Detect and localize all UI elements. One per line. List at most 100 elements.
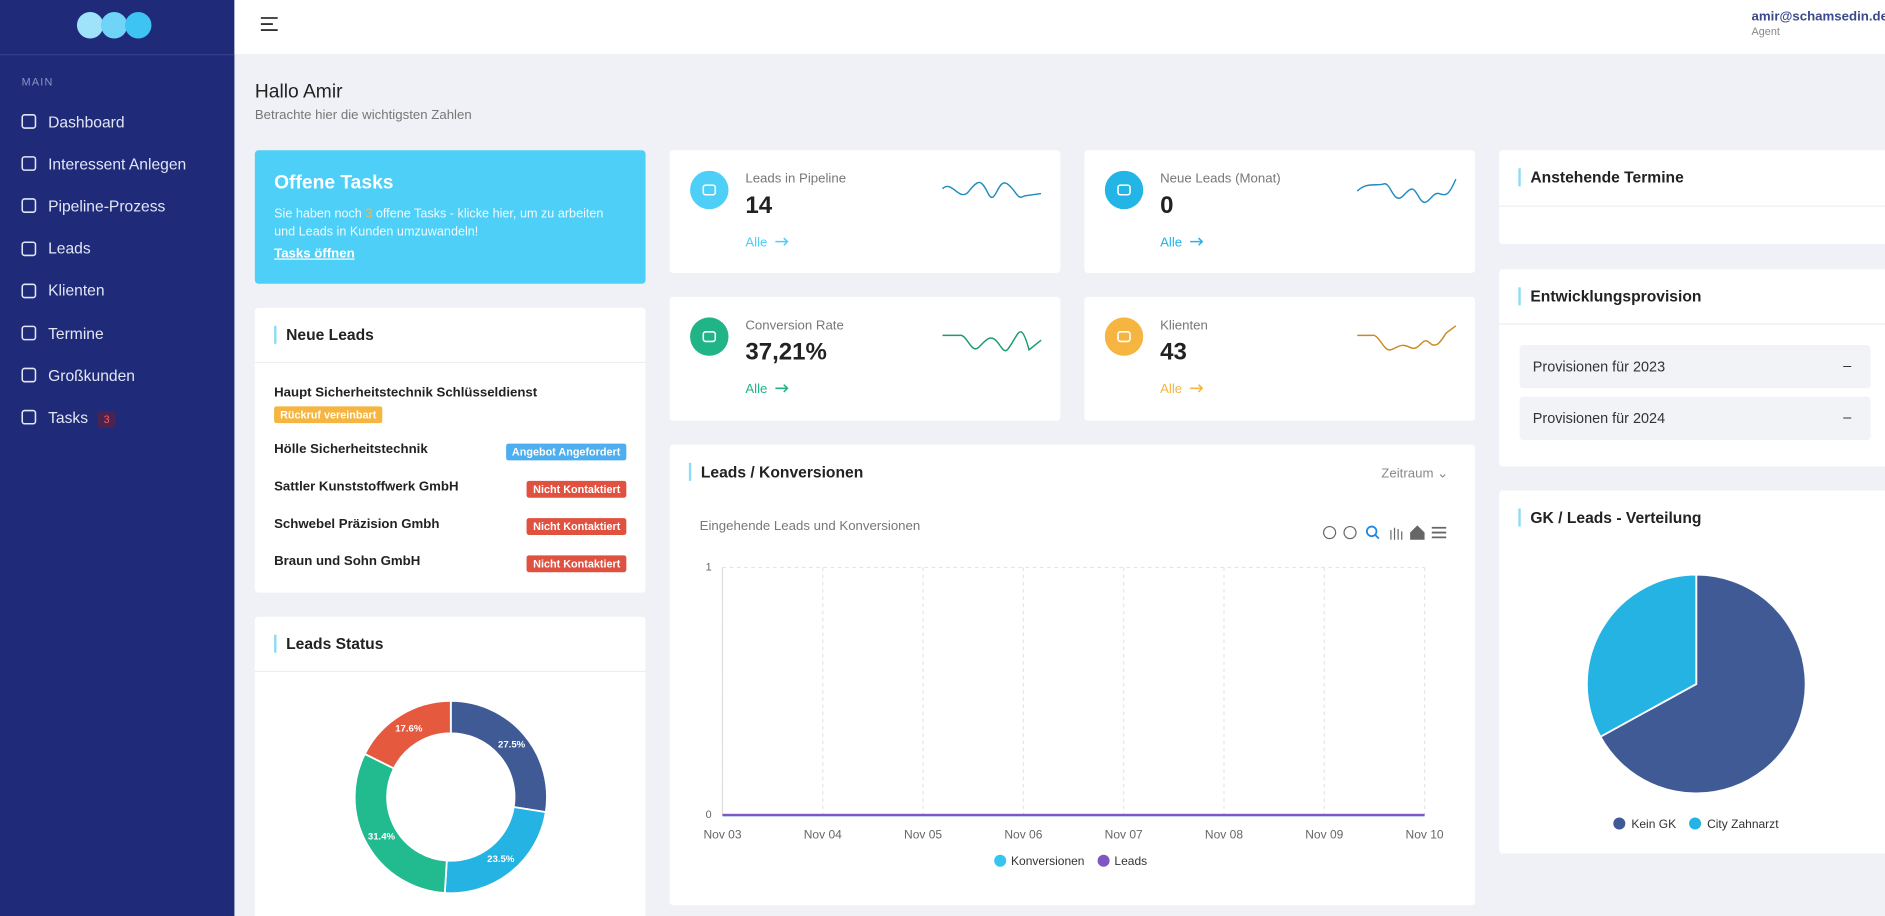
tasks-card[interactable]: Offene Tasks Sie haben noch 3 offene Tas… — [254, 150, 646, 284]
gk-card: GK / Leads - Verteilung — [1499, 490, 1885, 854]
menu-label: Großkunden — [48, 366, 135, 384]
lead-name[interactable]: Haupt Sicherheitstechnik Schlüsseldienst — [274, 385, 538, 401]
accordion-toggle: – — [1843, 357, 1852, 374]
period-filter[interactable]: Zeitraum ⌄ — [1381, 466, 1449, 481]
menu-label-text: Großkunden — [48, 366, 135, 385]
tasks-text: Sie haben noch 3 offene Tasks - klicke h… — [274, 206, 623, 242]
menu-item[interactable]: Termine — [0, 315, 234, 351]
menu-label: Leads — [48, 239, 91, 257]
menu-section: MAIN — [21, 75, 54, 88]
icon-circle — [1104, 170, 1144, 210]
stat-link[interactable]: Alle — [1160, 236, 1206, 250]
menu-item[interactable]: Leads — [0, 230, 234, 266]
icon-circle — [690, 317, 729, 356]
stat-label: Leads in Pipeline — [745, 171, 847, 187]
icon-shape — [21, 198, 37, 214]
menu-label-text: Leads — [48, 239, 91, 258]
menu-item[interactable]: Klienten — [0, 273, 234, 309]
menu-label: Pipeline-Prozess — [48, 197, 165, 215]
card-title: Anstehende Termine — [1518, 168, 1684, 187]
tasks-count: 3 — [365, 206, 373, 222]
menu-label: Dashboard — [48, 112, 124, 130]
arrow-icon — [1190, 384, 1204, 393]
divider — [0, 54, 235, 56]
greeting-title: Hallo Amir — [254, 81, 343, 103]
sparkline — [941, 181, 1042, 198]
status-badge: Rückruf vereinbart — [274, 406, 383, 424]
accordion-label: Provisionen für 2024 — [1532, 409, 1666, 427]
menu-label-text: Pipeline-Prozess — [48, 197, 166, 216]
tasks-text-after: offene Tasks - klicke hier, um zu arbeit… — [274, 206, 604, 240]
status-badge: Nicht Kontaktiert — [527, 555, 627, 573]
menu-item[interactable]: Pipeline-Prozess — [0, 188, 234, 224]
divider — [254, 670, 646, 673]
card-title: Neue Leads — [274, 325, 374, 344]
konversionen-card: Leads / Konversionen Zeitraum ⌄ Eingehen… — [669, 444, 1476, 906]
lead-name[interactable]: Schwebel Präzision Gmbh — [274, 516, 440, 532]
tasks-title: Offene Tasks — [274, 173, 394, 194]
menu-label: Klienten — [48, 282, 104, 300]
sparkline-path — [1356, 178, 1457, 204]
stat-link[interactable]: Alle — [745, 236, 791, 250]
status-badge: Angebot Angefordert — [505, 443, 627, 461]
arrow — [775, 384, 789, 393]
stat-link-text: Alle — [745, 235, 768, 251]
divider — [254, 361, 646, 364]
menu-badge: 3 — [97, 411, 116, 428]
stat-value: 37,21% — [745, 339, 827, 366]
menu-item[interactable]: Interessent Anlegen — [0, 146, 234, 182]
menu-icon — [21, 410, 37, 426]
user-email[interactable]: amir@schamsedin.de — [1751, 9, 1885, 25]
stat-value: 0 — [1160, 192, 1174, 219]
chart-toolbar — [1322, 525, 1447, 540]
stat-value: 14 — [745, 192, 773, 219]
stat-card: Neue Leads (Monat) 0 Alle — [1084, 150, 1476, 273]
menu-label-text: Tasks — [48, 408, 89, 427]
sparkline — [1357, 325, 1457, 351]
neue-leads-card: Neue Leads Haupt Sicherheitstechnik Schl… — [254, 307, 646, 593]
menu-item[interactable]: Tasks 3 — [0, 400, 234, 436]
card-title: Leads / Konversionen — [688, 462, 863, 481]
menu-item[interactable]: Großkunden — [0, 357, 234, 393]
logo — [76, 12, 152, 39]
icon-shape — [21, 410, 37, 426]
lead-name[interactable]: Sattler Kunststoffwerk GmbH — [274, 479, 459, 495]
arrow-icon — [775, 384, 789, 393]
card-title: Entwicklungsprovision — [1518, 287, 1701, 306]
stat-label: Conversion Rate — [745, 318, 844, 334]
menu-icon — [21, 283, 37, 299]
menu-toggle[interactable] — [260, 16, 279, 33]
stat-label: Klienten — [1160, 318, 1208, 334]
divider — [1499, 205, 1885, 207]
menu-icon — [21, 156, 37, 172]
sparkline-path — [941, 181, 1042, 198]
stat-icon — [690, 317, 729, 356]
lead-name[interactable]: Hölle Sicherheitstechnik — [274, 442, 428, 457]
menu-icon — [21, 325, 37, 341]
icon-glyph — [702, 184, 717, 196]
lead-name[interactable]: Braun und Sohn GmbH — [274, 554, 421, 569]
arrow — [775, 237, 789, 246]
tasks-link[interactable]: Tasks öffnen — [274, 246, 355, 261]
sparkline-path — [942, 331, 1042, 352]
stat-link[interactable]: Alle — [1160, 382, 1206, 397]
accordion-item[interactable]: Provisionen für 2024 – — [1519, 396, 1871, 440]
card-title: Leads Status — [274, 634, 383, 653]
accordion-item[interactable]: Provisionen für 2023 – — [1519, 345, 1871, 389]
menu-label-text: Dashboard — [48, 112, 125, 131]
provision-card: Entwicklungsprovision Provisionen für 20… — [1499, 269, 1885, 467]
menu-icon — [21, 367, 37, 383]
stat-label: Neue Leads (Monat) — [1160, 171, 1281, 187]
icon-circle — [690, 170, 729, 210]
icon-shape — [21, 325, 37, 341]
arrow — [1190, 384, 1204, 393]
status-badge: Nicht Kontaktiert — [527, 518, 627, 535]
sparkline — [1356, 178, 1457, 204]
icon-shape — [21, 114, 37, 129]
stat-link[interactable]: Alle — [745, 382, 791, 397]
sidebar: MAIN Dashboard Interessent Anlegen Pipelin… — [0, 0, 235, 916]
menu-icon — [21, 240, 37, 256]
stat-icon — [1104, 170, 1144, 210]
menu-item[interactable]: Dashboard — [0, 103, 234, 139]
divider — [1499, 323, 1885, 325]
